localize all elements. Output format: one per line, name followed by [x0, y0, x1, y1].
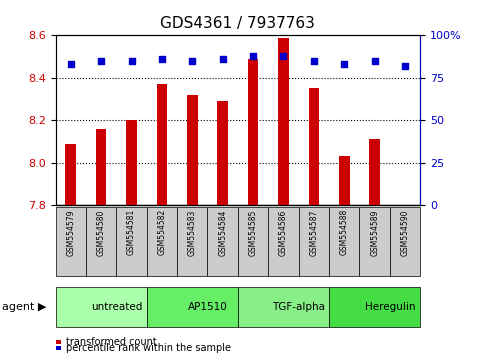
Text: GSM554584: GSM554584 [218, 209, 227, 256]
Title: GDS4361 / 7937763: GDS4361 / 7937763 [160, 16, 315, 32]
Text: GSM554585: GSM554585 [249, 209, 257, 256]
Bar [217, 101, 228, 205]
Point [67, 62, 74, 67]
Text: transformed count: transformed count [66, 337, 157, 347]
Bar [248, 59, 258, 205]
Point [219, 56, 227, 62]
Bar [116, 207, 147, 276]
Bar [156, 84, 167, 205]
Point [341, 62, 348, 67]
Point [249, 53, 257, 59]
Point [310, 58, 318, 64]
Bar [56, 287, 147, 327]
Bar [147, 207, 177, 276]
Bar [339, 156, 350, 205]
Point [371, 58, 379, 64]
Bar [177, 207, 208, 276]
Bar [86, 207, 116, 276]
Bar [56, 207, 86, 276]
Text: AP1510: AP1510 [187, 302, 227, 312]
Bar [96, 129, 106, 205]
Text: GSM554582: GSM554582 [157, 209, 167, 255]
Point [401, 63, 409, 69]
Bar [238, 207, 268, 276]
Text: GSM554586: GSM554586 [279, 209, 288, 256]
Text: GSM554579: GSM554579 [66, 209, 75, 256]
Bar [187, 95, 198, 205]
Bar [147, 287, 238, 327]
Text: GSM554587: GSM554587 [309, 209, 318, 256]
Bar [268, 207, 298, 276]
Bar [298, 207, 329, 276]
Point [158, 56, 166, 62]
Text: GSM554590: GSM554590 [400, 209, 410, 256]
Text: TGF-alpha: TGF-alpha [272, 302, 325, 312]
Text: GSM554589: GSM554589 [370, 209, 379, 256]
Text: GSM554583: GSM554583 [188, 209, 197, 256]
Text: GSM554581: GSM554581 [127, 209, 136, 255]
Text: GSM554588: GSM554588 [340, 209, 349, 255]
Bar [208, 207, 238, 276]
Bar [309, 88, 319, 205]
Text: agent ▶: agent ▶ [2, 302, 47, 312]
Text: untreated: untreated [91, 302, 142, 312]
Bar [390, 207, 420, 276]
Bar [329, 287, 420, 327]
Bar [278, 38, 289, 205]
Bar [238, 287, 329, 327]
Text: GSM554580: GSM554580 [97, 209, 106, 256]
Point [97, 58, 105, 64]
Text: Heregulin: Heregulin [365, 302, 415, 312]
Text: percentile rank within the sample: percentile rank within the sample [66, 343, 231, 353]
Point [128, 58, 135, 64]
Point [280, 53, 287, 59]
Bar [126, 120, 137, 205]
Bar [329, 207, 359, 276]
Bar [369, 139, 380, 205]
Bar [65, 144, 76, 205]
Point [188, 58, 196, 64]
Bar [359, 207, 390, 276]
